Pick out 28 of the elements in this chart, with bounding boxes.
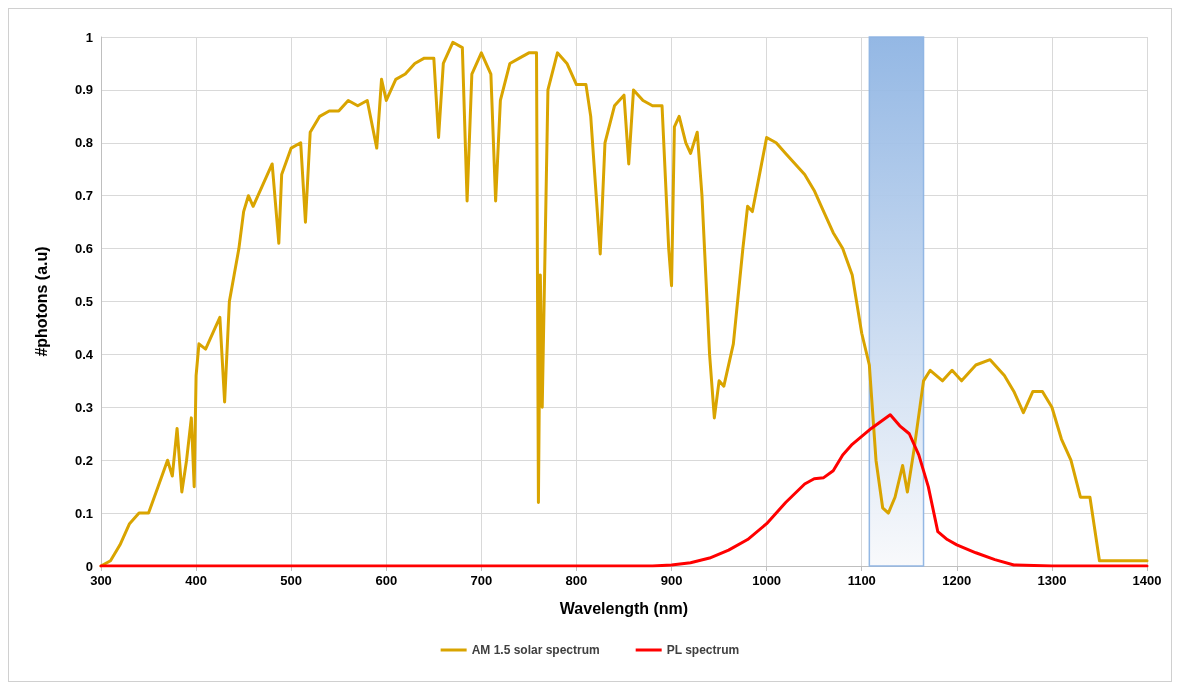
y-tick-label: 1 <box>85 29 93 45</box>
legend-label: PL spectrum <box>666 643 740 657</box>
x-tick-label: 1400 <box>1132 573 1162 588</box>
y-tick-label: 0.7 <box>74 188 93 204</box>
x-tick-label: 1200 <box>942 573 972 588</box>
y-axis-title: #photons (a.u) <box>32 246 50 357</box>
line-series <box>99 40 1149 568</box>
y-tick-label: 0.3 <box>74 399 93 415</box>
x-tick-label: 400 <box>185 573 207 588</box>
y-tick-label: 0.2 <box>74 452 93 468</box>
legend-label: AM 1.5 solar spectrum <box>471 643 600 657</box>
x-tick-label: 700 <box>470 573 493 588</box>
x-tick-label: 1100 <box>847 573 876 588</box>
x-tick-label: 800 <box>565 573 588 588</box>
x-tick-label: 1300 <box>1037 573 1067 588</box>
x-tick-label: 300 <box>90 573 112 588</box>
y-tick-label: 0.9 <box>74 82 93 98</box>
y-tick-label: 0.5 <box>74 294 93 309</box>
y-tick-label: 0 <box>85 558 93 574</box>
y-tick-label: 0.4 <box>74 346 94 362</box>
y-tick-label: 0.1 <box>74 505 93 521</box>
x-tick-label: 900 <box>660 573 683 588</box>
y-tick-label: 0.6 <box>74 241 93 257</box>
x-tick-label: 1000 <box>752 573 782 588</box>
x-axis-title: Wavelength (nm) <box>559 599 689 617</box>
x-tick-label: 600 <box>375 573 398 588</box>
y-tick-label: 0.8 <box>74 135 93 151</box>
x-tick-label: 500 <box>280 573 303 588</box>
